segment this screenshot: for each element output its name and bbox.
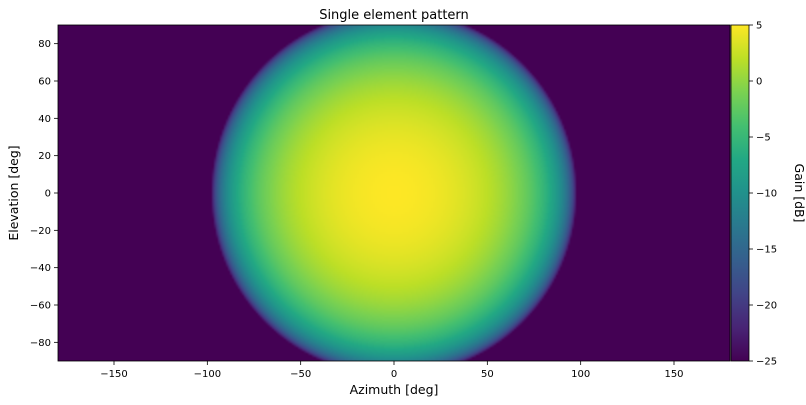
y-tick-label: 80 bbox=[38, 39, 51, 50]
colorbar-tick-label: −15 bbox=[756, 245, 777, 256]
colorbar-tick-label: 5 bbox=[756, 21, 762, 32]
x-tick-label: −50 bbox=[290, 369, 311, 380]
y-tick-label: 20 bbox=[38, 151, 51, 162]
colorbar-tick-label: 0 bbox=[756, 77, 762, 88]
x-tick-label: 50 bbox=[481, 369, 494, 380]
colorbar bbox=[730, 24, 750, 362]
y-axis-ticks: −80 −60 −40 −20 0 20 40 60 80 bbox=[30, 39, 58, 349]
x-tick-label: −100 bbox=[194, 369, 221, 380]
x-tick-label: −150 bbox=[100, 369, 127, 380]
y-axis-label: Elevation [deg] bbox=[6, 145, 21, 240]
colorbar-tick-label: −20 bbox=[756, 301, 777, 312]
chart-title: Single element pattern bbox=[319, 8, 469, 23]
x-tick-label: 150 bbox=[664, 369, 683, 380]
y-tick-label: −20 bbox=[30, 226, 51, 237]
colorbar-tick-label: −25 bbox=[756, 357, 777, 368]
heatmap-image bbox=[58, 25, 730, 361]
colorbar-tick-label: −5 bbox=[756, 133, 771, 144]
y-tick-label: 60 bbox=[38, 77, 51, 88]
y-tick-label: 0 bbox=[45, 189, 51, 200]
x-tick-label: 100 bbox=[571, 369, 590, 380]
colorbar-tick-label: −10 bbox=[756, 189, 777, 200]
x-tick-label: 0 bbox=[391, 369, 397, 380]
y-tick-label: −80 bbox=[30, 338, 51, 349]
y-tick-label: −40 bbox=[30, 263, 51, 274]
colorbar-label: Gain [dB] bbox=[792, 164, 806, 223]
y-tick-label: 40 bbox=[38, 114, 51, 125]
y-tick-label: −60 bbox=[30, 301, 51, 312]
x-axis-label: Azimuth [deg] bbox=[350, 382, 439, 397]
colorbar-ticks: −25 −20 −15 −10 −5 0 5 bbox=[749, 21, 777, 368]
x-axis-ticks: −150 −100 −50 0 50 100 150 bbox=[100, 361, 684, 380]
